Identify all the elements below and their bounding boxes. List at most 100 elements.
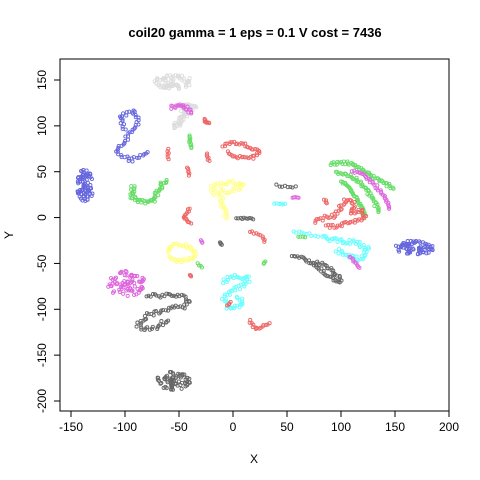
data-point xyxy=(131,187,136,192)
data-point xyxy=(137,288,142,293)
data-point xyxy=(340,252,346,257)
data-point xyxy=(163,81,168,86)
data-point xyxy=(345,241,350,246)
data-point xyxy=(296,195,301,200)
data-point xyxy=(185,79,190,85)
data-point xyxy=(225,303,230,308)
data-point xyxy=(225,274,230,280)
data-point xyxy=(327,238,332,244)
data-point xyxy=(145,325,150,330)
data-point xyxy=(117,287,122,292)
data-point xyxy=(345,173,350,179)
data-point xyxy=(224,216,229,221)
data-point xyxy=(123,134,128,139)
data-point xyxy=(154,77,159,82)
data-point xyxy=(131,191,136,197)
data-point xyxy=(194,105,199,110)
data-point xyxy=(221,181,226,186)
data-point xyxy=(226,179,231,184)
data-point xyxy=(178,375,183,380)
data-point xyxy=(158,295,163,300)
data-point xyxy=(356,207,361,212)
data-point xyxy=(186,173,191,178)
data-point xyxy=(313,220,318,225)
data-point xyxy=(357,171,363,176)
data-point xyxy=(408,239,413,244)
y-tick-label: 0 xyxy=(35,214,49,221)
data-point xyxy=(246,145,251,150)
data-point xyxy=(349,211,354,216)
data-point xyxy=(237,153,243,159)
data-point xyxy=(306,258,312,263)
data-point xyxy=(174,103,179,108)
data-point xyxy=(219,242,224,247)
data-point xyxy=(290,185,295,190)
data-point xyxy=(120,118,125,123)
data-point xyxy=(207,158,212,163)
data-point xyxy=(333,214,338,219)
data-point xyxy=(132,292,137,297)
data-point xyxy=(327,225,332,230)
data-point xyxy=(173,105,178,110)
data-point xyxy=(361,256,366,261)
data-point xyxy=(158,381,163,386)
data-point xyxy=(228,179,233,184)
data-point xyxy=(251,156,256,161)
data-point xyxy=(122,282,127,287)
data-point xyxy=(179,386,184,391)
data-point xyxy=(187,76,192,81)
data-point xyxy=(279,201,284,206)
data-point xyxy=(217,192,222,197)
data-point xyxy=(332,236,337,241)
data-point xyxy=(169,293,175,298)
data-point xyxy=(134,324,139,329)
data-point xyxy=(164,179,169,184)
data-point xyxy=(179,77,184,82)
data-point xyxy=(234,274,239,280)
y-axis-label: Y xyxy=(2,231,16,239)
data-point xyxy=(176,379,181,384)
data-point xyxy=(387,182,392,187)
data-point xyxy=(241,215,246,220)
data-point xyxy=(78,196,84,201)
data-point xyxy=(420,240,425,245)
data-point xyxy=(189,274,194,279)
data-point xyxy=(171,74,176,79)
data-point xyxy=(213,182,218,187)
x-axis-label: X xyxy=(250,452,258,466)
data-point xyxy=(183,384,188,389)
data-point xyxy=(116,144,121,149)
data-point xyxy=(129,273,134,278)
data-point xyxy=(75,179,80,184)
data-point xyxy=(354,175,359,180)
data-point xyxy=(82,185,88,190)
data-point xyxy=(247,320,252,325)
data-point xyxy=(236,187,242,193)
data-point xyxy=(314,265,319,270)
data-point xyxy=(114,149,119,154)
data-point xyxy=(262,237,267,242)
data-point xyxy=(132,284,137,289)
data-point xyxy=(156,375,161,381)
data-point xyxy=(176,86,181,91)
data-point xyxy=(238,276,243,281)
x-tick-label: 150 xyxy=(385,420,405,434)
data-point xyxy=(132,281,137,286)
data-point xyxy=(262,239,267,244)
data-point xyxy=(418,246,423,251)
data-point xyxy=(351,257,356,262)
data-point xyxy=(88,175,93,180)
data-point xyxy=(170,385,175,390)
data-point xyxy=(234,141,240,146)
x-axis: -150 -100 -50 0 50 100 150 200 xyxy=(59,410,459,434)
data-point xyxy=(293,184,298,189)
data-point xyxy=(141,277,146,282)
data-point xyxy=(380,192,385,197)
data-point xyxy=(130,288,135,293)
data-point xyxy=(244,275,249,280)
data-point xyxy=(376,210,381,215)
y-axis: -200 -150 -100 -50 0 50 100 150 xyxy=(35,70,61,413)
data-points xyxy=(75,73,435,392)
data-point xyxy=(280,202,286,207)
data-point xyxy=(146,293,151,298)
